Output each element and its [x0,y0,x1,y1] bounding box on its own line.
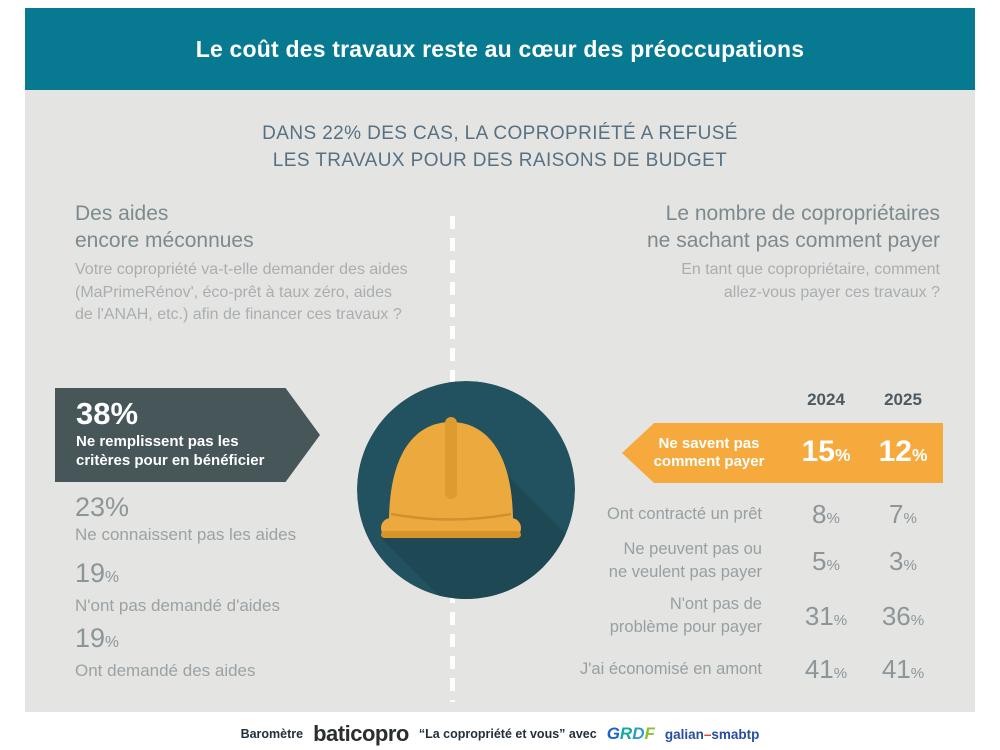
stat-value: 19 [75,623,106,653]
left-stat-item: 19% N'ont pas demandé d'aides [75,558,280,618]
percent-sign: % [105,634,119,651]
value-2025: 41 [881,653,911,684]
stat-label: N'ont pas demandé d'aides [75,596,280,615]
row-label: Ont contracté un prêt [606,504,762,523]
left-highlight-value: 38% [76,396,139,431]
highlight-value-2024: 15 [801,435,835,468]
stat-label: Ne connaissent pas les aides [75,525,297,544]
left-stat-item: 19% Ont demandé des aides [75,623,256,683]
row-label: Ne peuvent pas ou ne veulent pas payer [608,540,762,581]
right-section-question: En tant que copropriétaire, comment alle… [681,261,940,301]
table-row: Ne peuvent pas ou ne veulent pas payer 5… [540,534,938,588]
stat-label: Ont demandé des aides [75,661,256,680]
percent-sign: % [910,664,925,682]
percent-sign: % [834,445,851,465]
left-section-heading: Des aides encore méconnues [75,202,254,252]
percent-sign: % [833,664,848,682]
value-2024: 8 [812,498,827,529]
percent-sign: % [833,611,848,629]
value-2024: 5 [812,545,827,576]
left-section-question: Votre copropriété va-t-elle demander des… [75,261,408,323]
galian-smabtp-logo: galian–smabtp [664,726,760,742]
row-label: J'ai économisé en amont [580,659,762,678]
value-2025: 7 [889,498,904,529]
page-title: Le coût des travaux reste au cœur des pr… [195,35,805,62]
table-row: J'ai économisé en amont 41% 41% [540,646,938,692]
left-highlight-banner: 38% Ne remplissent pas les critères pour… [55,388,320,482]
footer-tagline: “La copropriété et vous” avec [418,727,597,741]
table-row: Ont contracté un prêt 8% 7% [540,494,938,534]
percent-sign: % [105,492,130,522]
right-section-heading: Le nombre de copropriétaires ne sachant … [647,202,940,252]
percent-sign: % [110,396,139,431]
percent-sign: % [826,556,840,574]
grdf-logo: GRDF [606,724,655,743]
key-stat-subtitle: DANS 22% DES CAS, LA COPROPRIÉTÉ A REFUS… [262,123,738,171]
footer: Baromètre baticopro “La copropriété et v… [0,720,1000,748]
value-2024: 41 [804,653,834,684]
hard-hat-icon [357,381,575,599]
highlight-value-2025: 12 [878,435,912,468]
percent-sign: % [826,509,840,527]
right-highlight-label: Ne savent pas comment payer [653,435,765,470]
column-header-2025: 2025 [884,390,922,409]
percent-sign: % [910,611,925,629]
value-2025: 3 [889,545,904,576]
baticopro-logo: baticopro [313,721,409,746]
percent-sign: % [903,509,917,527]
row-label: N'ont pas de problème pour payer [609,595,762,636]
table-row: N'ont pas de problème pour payer 31% 36% [540,589,938,643]
column-header-2024: 2024 [807,390,845,409]
left-highlight-label: Ne remplissent pas les critères pour en … [76,433,265,469]
value-2024: 31 [804,600,834,631]
left-stat-item: 23% Ne connaissent pas les aides [75,492,296,547]
percent-sign: % [105,569,119,586]
stat-value: 23 [75,492,106,522]
footer-barometre-label: Baromètre [240,727,304,741]
percent-sign: % [911,445,928,465]
value-2025: 36 [881,600,911,631]
stat-value: 19 [75,558,106,588]
percent-sign: % [903,556,917,574]
right-highlight-banner: Ne savent pas comment payer 15% 12% [622,423,943,483]
header-band: Le coût des travaux reste au cœur des pr… [25,8,975,90]
